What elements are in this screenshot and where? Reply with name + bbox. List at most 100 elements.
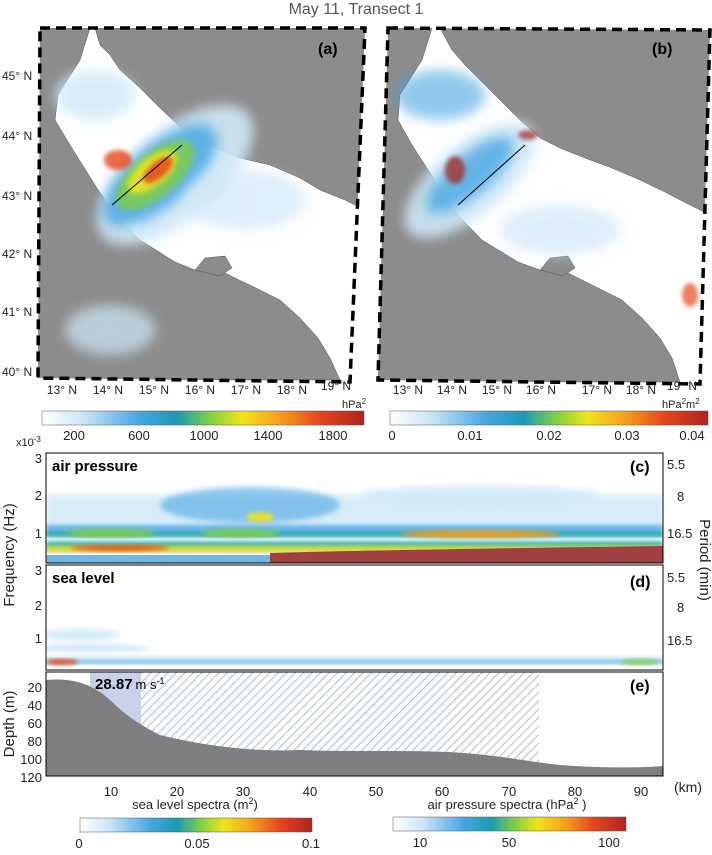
lon-tick: 16° N (185, 383, 215, 397)
lon-tick: 15° N (139, 383, 169, 397)
x-tick: 70 (502, 784, 516, 799)
panel-c-spectrogram (46, 485, 663, 563)
panel-c-frame (45, 452, 664, 564)
y-tick: 40 (28, 698, 42, 713)
panel-d-label: (d) (630, 574, 650, 591)
multiplier-exp: -3 (34, 435, 42, 444)
colorbar-tick: 0.05 (184, 836, 209, 850)
period-tick: 16.5 (667, 633, 692, 648)
air-pressure-colorbar-bar (392, 816, 627, 832)
lat-tick: 40° N (2, 365, 32, 379)
y-tick: 100 (20, 752, 42, 767)
map-b-lon-ticks: 13° N 14° N 15° N 16° N 17° N 18° N 19° … (393, 379, 697, 397)
map-b-frame (376, 26, 712, 386)
lon-tick: 19° N (667, 379, 697, 393)
colorbar-b-tick: 0.03 (614, 428, 639, 443)
sea-level-title-end: ) (254, 797, 258, 812)
map-a-panel-label: (a) (318, 41, 338, 58)
lat-tick: 44° N (2, 129, 32, 143)
air-pressure-title-sup: 2 (573, 796, 578, 806)
colorbar-a-tick: 600 (128, 428, 150, 443)
panel-d-yticks: 3 2 1 (35, 563, 42, 646)
lon-tick: 17° N (582, 383, 612, 397)
map-b: (b) 13° N 14° N 15° N 16° N 17° N 18° N … (376, 26, 712, 443)
panel-d-spectrogram (46, 629, 663, 665)
bathymetry (46, 679, 663, 776)
x-tick: 30 (236, 784, 250, 799)
period-axis-label: Period (min) (696, 519, 712, 601)
map-a-gargano (194, 255, 233, 277)
colorbar-a-tick: 1400 (254, 428, 283, 443)
period-tick: 5.5 (667, 570, 685, 585)
air-pressure-colorbar: air pressure spectra (hPa2 ) 10 50 100 (392, 796, 627, 850)
y-tick: 120 (20, 770, 42, 785)
x-tick: 40 (303, 784, 317, 799)
lon-tick: 18° N (626, 383, 656, 397)
panel-d: sea level (d) 3 2 1 5.5 8 16.5 (35, 563, 692, 671)
colorbar-b-unit-part: 2 (695, 397, 700, 406)
sea-level-colorbar: sea level spectra (m2) 0 0.05 0.1 (75, 796, 320, 851)
colorbar-tick: 0.1 (302, 836, 320, 850)
colorbar-b-ticks: 0 0.01 0.02 0.03 0.04 (388, 428, 704, 443)
frequency-axis-label: Frequency (Hz) (1, 503, 18, 606)
sea-level-title-sup: 2 (248, 796, 253, 806)
y-tick: 1 (35, 526, 42, 541)
air-pressure-title-text: air pressure spectra (hPa (428, 797, 575, 812)
sea-level-title-text: sea level spectra (m (132, 797, 248, 812)
map-a-transect-line (111, 144, 183, 206)
panel-c: x10-3 air pressure (c) 3 2 1 5.5 (16, 435, 692, 564)
air-pressure-title-end: ) (579, 797, 587, 812)
x-axis: 10 20 30 40 50 60 70 80 90 (104, 784, 648, 799)
lon-tick: 13° N (393, 383, 423, 397)
period-tick: 5.5 (667, 457, 685, 472)
period-tick: 8 (677, 600, 684, 615)
colorbar-b-unit-part: hPa (662, 399, 682, 411)
x-tick: 90 (634, 784, 648, 799)
colorbar-a-unit-base: hPa (342, 399, 362, 411)
lat-tick: 43° N (2, 189, 32, 203)
y-tick: 3 (35, 563, 42, 578)
panel-e-yticks: 20 40 60 80 100 120 (20, 680, 42, 785)
panel-d-frame (45, 564, 664, 671)
y-tick: 60 (28, 716, 42, 731)
colorbar-tick: 50 (502, 835, 516, 850)
sea-level-colorbar-title: sea level spectra (m2) (132, 796, 258, 812)
panel-e-frame (45, 671, 664, 777)
y-tick: 80 (28, 734, 42, 749)
panel-c-title: air pressure (52, 458, 138, 475)
panel-d-period-ticks: 5.5 8 16.5 (667, 570, 692, 648)
map-a-field (55, 70, 305, 355)
map-a: (a) 45° N 44° N 43° N 42° N 41° N 40° N … (2, 26, 367, 443)
colorbar-b-unit-part: m (686, 399, 695, 411)
y-tick: 20 (28, 680, 42, 695)
y-tick: 2 (35, 488, 42, 503)
map-b-gargano (539, 255, 576, 277)
lon-tick: 14° N (437, 383, 467, 397)
map-a-frame (36, 26, 367, 384)
lon-tick: 13° N (47, 383, 77, 397)
colorbar-a-unit-sup: 2 (362, 397, 367, 406)
x-tick: 50 (369, 784, 383, 799)
panel-e-label: (e) (630, 678, 650, 695)
speed-exp: -1 (157, 676, 165, 686)
x-axis-unit: (km) (674, 779, 702, 795)
lon-tick: 14° N (93, 383, 123, 397)
panel-c-multiplier: x10-3 (16, 435, 41, 449)
figure-title: May 11, Transect 1 (289, 1, 424, 18)
colorbar-a-tick: 1800 (319, 428, 348, 443)
colorbar-b-tick: 0.01 (457, 428, 482, 443)
colorbar-a-ticks: 200 600 1000 1400 1800 (63, 428, 347, 443)
colorbar-tick: 0 (75, 836, 82, 850)
panel-c-yticks: 3 2 1 (35, 451, 42, 541)
colorbar-b-tick: 0 (388, 428, 395, 443)
colorbar-b (389, 410, 709, 426)
speed-annotation: 28.87 m s-1 (95, 676, 165, 693)
panel-d-title: sea level (52, 570, 115, 587)
map-b-transect-line (457, 144, 526, 206)
colorbar-a-tick: 1000 (190, 428, 219, 443)
speed-unit: m s (136, 677, 157, 692)
speed-value: 28.87 (95, 676, 133, 693)
x-tick: 10 (104, 784, 118, 799)
colorbar-a-unit: hPa2 (342, 397, 367, 411)
